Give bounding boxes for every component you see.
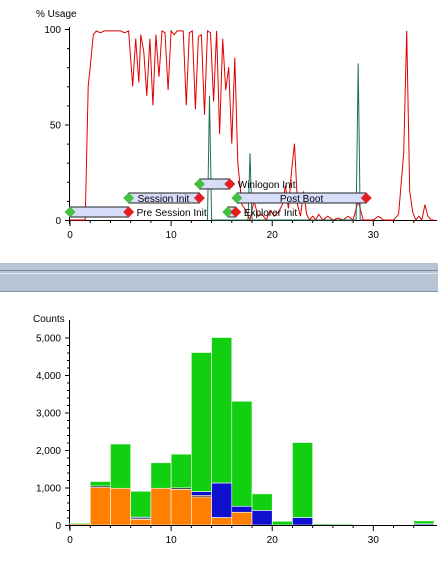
y-tick-label: 0: [55, 216, 61, 227]
phase-end-marker: [224, 178, 236, 190]
phase-start-marker: [64, 206, 76, 218]
phase-start-marker: [231, 192, 243, 204]
histogram-bar-segment: [413, 520, 435, 525]
x-tick-label: 30: [368, 535, 380, 546]
phase-start-marker: [193, 178, 205, 190]
phase-label: Session Init: [138, 194, 190, 205]
y-tick-label: 4,000: [36, 371, 61, 382]
phase-label: Pre Session Init: [137, 208, 207, 219]
histogram-bar-segment: [89, 481, 111, 487]
phase-end-marker: [360, 192, 372, 204]
y-tick-label: 2,000: [36, 446, 61, 457]
histogram-bar-segment: [191, 496, 212, 526]
x-tick-label: 20: [267, 535, 279, 546]
cpu-usage-pane: % Usage 0 50 100 0 10 20 30 Pre Session Init Sess…: [0, 0, 438, 262]
histogram-bar-segment: [69, 522, 91, 525]
phase-bar: [69, 206, 130, 218]
x-tick-label: 10: [166, 230, 178, 241]
x-tick-label: 20: [267, 230, 279, 241]
y-tick-label: 50: [50, 121, 62, 132]
counts-histogram-chart: Counts 0 1,000 2,000 3,000 4,000 5,000 0 10 20 30: [33, 314, 437, 546]
x-tick-label: 0: [67, 230, 73, 241]
phase-end-marker: [193, 192, 205, 204]
histogram-bar-segment: [110, 443, 131, 489]
splitter-highlight: [0, 273, 438, 274]
cpu-usage-chart: % Usage 0 50 100 0 10 20 30 Pre Session Init Sess…: [36, 9, 437, 241]
histogram-bar-segment: [150, 462, 172, 489]
phase-label: Winlogon Init: [238, 180, 296, 191]
y-tick-label: 1,000: [36, 484, 61, 495]
histogram-bar-segment: [211, 517, 233, 526]
histogram-bar-segment: [292, 442, 313, 518]
y-tick-label: 100: [44, 25, 61, 36]
histogram-bar-segment: [130, 519, 152, 526]
y-axis-label: % Usage: [36, 9, 77, 20]
histogram-bar-segment: [231, 511, 253, 526]
splitter-line: [0, 270, 438, 271]
counts-pane: Counts 0 1,000 2,000 3,000 4,000 5,000 0 10 20 30: [0, 292, 438, 565]
usage-series-line-0: [70, 29, 434, 222]
y-tick-label: 0: [55, 521, 61, 532]
phase-start-marker: [222, 206, 234, 218]
y-tick-label: 5,000: [36, 334, 61, 345]
histogram-bar-segment: [312, 523, 334, 526]
histogram-bar-segment: [89, 487, 111, 526]
histogram-bar-segment: [191, 491, 212, 496]
histogram-bar-segment: [231, 400, 253, 507]
histogram-bar-segment: [150, 487, 172, 526]
usage-series-line-1: [207, 63, 363, 221]
phase-end-marker: [123, 206, 135, 218]
histogram-bar-segment: [251, 493, 273, 511]
y-tick-label: 3,000: [36, 409, 61, 420]
histogram-bar-segment: [170, 453, 192, 489]
histogram-bar-segment: [110, 487, 131, 526]
histogram-bar-segment: [170, 489, 192, 526]
phase-start-marker: [123, 192, 135, 204]
y-axis-label: Counts: [33, 314, 65, 325]
x-tick-label: 30: [368, 230, 380, 241]
x-tick-label: 10: [166, 535, 178, 546]
phase-end-marker: [230, 206, 242, 218]
histogram-bar-segment: [231, 505, 253, 513]
histogram-bar-segment: [211, 482, 233, 518]
x-tick-label: 0: [67, 535, 73, 546]
histogram-bar-segment: [130, 490, 152, 518]
phase-label: Post Boot: [280, 194, 324, 205]
histogram-bar-segment: [251, 510, 273, 526]
histogram-bar-segment: [211, 337, 233, 484]
phase-label: Explorer Init: [244, 208, 298, 219]
histogram-bar-segment: [292, 517, 313, 526]
pane-splitter[interactable]: [0, 262, 438, 292]
histogram-bar-segment: [271, 520, 293, 526]
histogram-bar-segment: [191, 352, 212, 492]
